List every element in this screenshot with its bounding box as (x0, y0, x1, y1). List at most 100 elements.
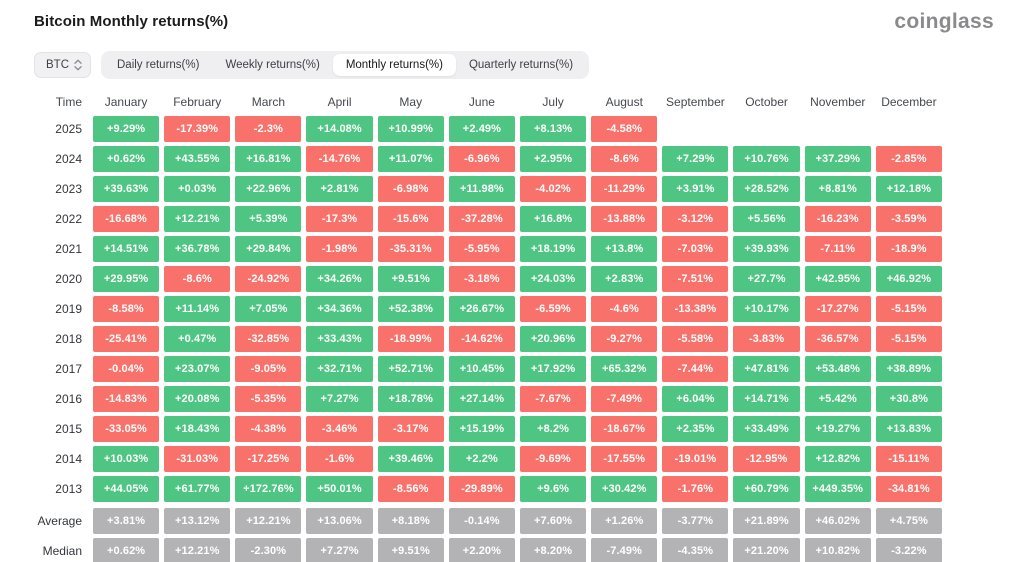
return-cell: -36.57% (804, 326, 871, 352)
return-cell: +3.81% (93, 508, 160, 534)
return-cell: +14.51% (93, 236, 160, 262)
return-cell: +53.48% (804, 356, 871, 382)
return-cell: -37.28% (448, 206, 515, 232)
return-cell: -3.22% (875, 538, 942, 562)
table-row-2016: 2016 -14.83% +20.08% -5.35% +7.27% +18.78% +27… (34, 386, 942, 412)
tab-monthly-returns[interactable]: Monthly returns(%) (332, 54, 456, 76)
return-cell: +13.12% (164, 508, 231, 534)
return-cell: +14.08% (306, 116, 373, 142)
tab-weekly-returns[interactable]: Weekly returns(%) (225, 59, 320, 71)
return-cell: -3.77% (662, 508, 729, 534)
toolbar: BTC Daily returns(%) Weekly returns(%) Mon… (34, 51, 994, 79)
table-row-average: Average +3.81% +13.12% +12.21% +13.06% +8.18%… (34, 508, 942, 534)
tab-daily-returns[interactable]: Daily returns(%) (117, 59, 200, 71)
return-cell: -12.95% (733, 446, 800, 472)
return-cell: -25.41% (93, 326, 160, 352)
return-cell: +0.62% (93, 146, 160, 172)
return-cell: -3.12% (662, 206, 729, 232)
return-cell: +52.71% (377, 356, 444, 382)
row-label: 2022 (55, 212, 82, 226)
return-cell: -17.39% (164, 116, 231, 142)
return-cell: +12.21% (164, 538, 231, 562)
return-cell: -11.29% (591, 176, 658, 202)
return-cell: +0.62% (93, 538, 160, 562)
return-cell: +18.19% (519, 236, 587, 262)
return-cell: -16.23% (804, 206, 871, 232)
return-cell: -5.58% (662, 326, 729, 352)
return-cell: -7.49% (591, 386, 658, 412)
return-cell: +9.6% (519, 476, 587, 502)
return-cell: -24.92% (235, 266, 302, 292)
return-cell: +16.81% (235, 146, 302, 172)
return-cell: -1.76% (662, 476, 729, 502)
return-cell: -29.89% (448, 476, 515, 502)
table-row-2024: 2024 +0.62% +43.55% +16.81% -14.76% +11.07% -6… (34, 146, 942, 172)
return-cell: +5.39% (235, 206, 302, 232)
return-cell: +13.83% (875, 416, 942, 442)
return-cell: +23.07% (164, 356, 231, 382)
return-cell: -7.67% (519, 386, 587, 412)
return-cell (733, 116, 799, 142)
return-cell: -17.27% (804, 296, 871, 322)
return-cell: +11.14% (164, 296, 231, 322)
table-row-2013: 2013 +44.05% +61.77% +172.76% +50.01% -8.56% -… (34, 476, 942, 502)
return-cell: -33.05% (93, 416, 160, 442)
return-cell: +9.51% (377, 538, 444, 562)
table-header-row: Time January February March April May June July… (34, 93, 942, 109)
return-cell: +18.78% (377, 386, 444, 412)
return-cell: -9.05% (235, 356, 302, 382)
return-cell: +11.07% (377, 146, 444, 172)
return-cell: -3.59% (875, 206, 942, 232)
return-cell: +2.20% (448, 538, 515, 562)
return-cell: +46.92% (875, 266, 942, 292)
return-cell: +65.32% (591, 356, 658, 382)
return-cell: +13.06% (306, 508, 373, 534)
return-cell: -1.98% (306, 236, 373, 262)
return-cell: +34.36% (306, 296, 373, 322)
return-cell: -4.02% (519, 176, 587, 202)
row-label: 2017 (55, 362, 82, 376)
return-cell: -7.44% (662, 356, 729, 382)
tab-quarterly-returns[interactable]: Quarterly returns(%) (468, 59, 574, 71)
table-row-2020: 2020 +29.95% -8.6% -24.92% +34.26% +9.51% -3.1… (34, 266, 942, 292)
return-cell: -2.30% (235, 538, 302, 562)
row-label: 2015 (55, 422, 82, 436)
return-cell: +10.45% (448, 356, 515, 382)
row-label: 2025 (55, 122, 82, 136)
return-cell: +12.21% (164, 206, 231, 232)
return-cell: +16.8% (519, 206, 587, 232)
return-cell: +36.78% (164, 236, 231, 262)
table-row-2021: 2021 +14.51% +36.78% +29.84% -1.98% -35.31% -5… (34, 236, 942, 262)
return-cell: +8.2% (519, 416, 587, 442)
return-cell: -4.35% (662, 538, 729, 562)
return-cell: -8.6% (591, 146, 658, 172)
return-cell: -19.01% (662, 446, 729, 472)
return-cell: +12.21% (235, 508, 302, 534)
table-row-2025: 2025 +9.29% -17.39% -2.3% +14.08% +10.99% +2.4… (34, 116, 942, 142)
return-cell: +46.02% (804, 508, 871, 534)
column-header-february: February (173, 95, 222, 109)
return-cell: +32.71% (306, 356, 373, 382)
return-cell: -6.96% (448, 146, 515, 172)
return-cell: +24.03% (519, 266, 587, 292)
return-cell: +2.35% (662, 416, 729, 442)
return-cell: +8.18% (377, 508, 444, 534)
return-cell: -4.58% (591, 116, 658, 142)
return-cell: +10.17% (733, 296, 800, 322)
return-cell (805, 116, 871, 142)
return-cell: +18.43% (164, 416, 231, 442)
return-cell: +39.63% (93, 176, 160, 202)
column-header-january: January (104, 95, 148, 109)
return-cell: +52.38% (377, 296, 444, 322)
return-cell: +2.2% (448, 446, 515, 472)
return-cell: +8.13% (519, 116, 587, 142)
return-cell: -2.3% (235, 116, 302, 142)
return-cell: +30.8% (875, 386, 942, 412)
symbol-select[interactable]: BTC (34, 52, 91, 78)
return-cell: +39.46% (377, 446, 444, 472)
coinglass-logo: coinglass (894, 10, 994, 33)
row-label: 2016 (55, 392, 82, 406)
top-bar: Bitcoin Monthly returns(%) coinglass (34, 10, 994, 34)
row-label: 2023 (55, 182, 82, 196)
return-cell: +6.04% (662, 386, 729, 412)
